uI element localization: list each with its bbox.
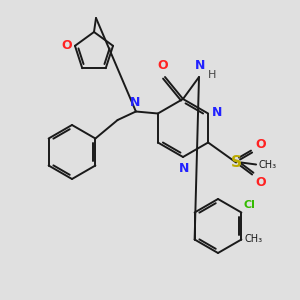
Text: N: N [179,162,189,175]
Text: O: O [255,176,266,190]
Text: CH₃: CH₃ [244,235,262,244]
Text: H: H [208,70,216,80]
Text: Cl: Cl [243,200,255,209]
Text: O: O [255,137,266,151]
Text: O: O [158,59,168,72]
Text: CH₃: CH₃ [258,160,276,170]
Text: N: N [212,106,223,119]
Text: N: N [195,59,205,72]
Text: S: S [231,155,242,170]
Text: N: N [130,97,140,110]
Text: O: O [61,39,72,52]
